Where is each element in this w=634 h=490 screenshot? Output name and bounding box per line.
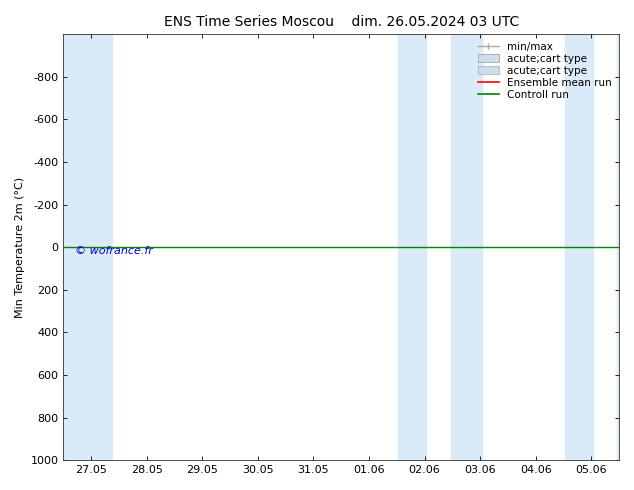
Bar <box>564 34 593 460</box>
Bar <box>398 34 426 460</box>
Text: © wofrance.fr: © wofrance.fr <box>75 246 152 256</box>
Bar <box>63 34 112 460</box>
Bar <box>618 34 619 460</box>
Bar <box>451 34 482 460</box>
Title: ENS Time Series Moscou    dim. 26.05.2024 03 UTC: ENS Time Series Moscou dim. 26.05.2024 0… <box>164 15 519 29</box>
Y-axis label: Min Temperature 2m (°C): Min Temperature 2m (°C) <box>15 177 25 318</box>
Legend: min/max, acute;cart type, acute;cart type, Ensemble mean run, Controll run: min/max, acute;cart type, acute;cart typ… <box>474 37 616 104</box>
